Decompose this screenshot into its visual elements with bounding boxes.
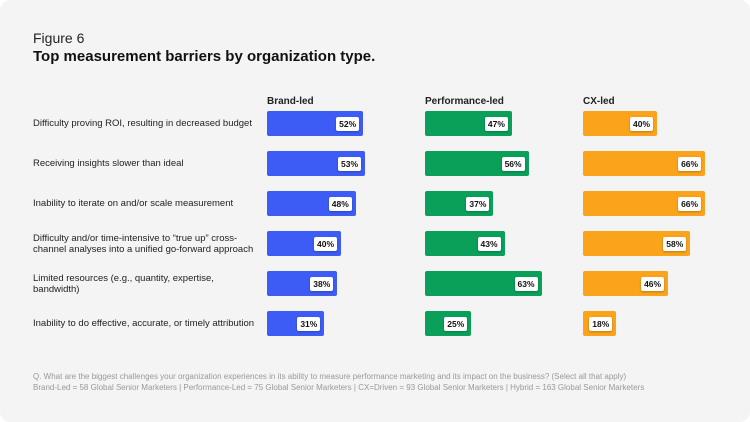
data-label: 63% bbox=[514, 277, 538, 291]
bar: 63% bbox=[425, 271, 542, 296]
bar: 48% bbox=[267, 191, 356, 216]
bar: 31% bbox=[267, 311, 325, 336]
data-label: 66% bbox=[678, 197, 702, 211]
footnote-sample: Brand-Led = 58 Global Senior Marketers |… bbox=[33, 383, 645, 392]
data-label: 38% bbox=[310, 277, 334, 291]
series-header: Brand-led bbox=[267, 96, 314, 107]
bar: 56% bbox=[425, 151, 529, 176]
category-label: Limited resources (e.g., quantity, exper… bbox=[33, 272, 214, 295]
bar: 66% bbox=[583, 151, 706, 176]
bar: 43% bbox=[425, 231, 505, 256]
bar: 66% bbox=[583, 191, 706, 216]
bar: 18% bbox=[583, 311, 617, 336]
data-label: 40% bbox=[313, 237, 337, 251]
series-header: Performance-led bbox=[425, 96, 504, 107]
data-label: 43% bbox=[477, 237, 501, 251]
figure-label: Figure 6 bbox=[33, 30, 85, 46]
data-label: 66% bbox=[678, 157, 702, 171]
data-label: 53% bbox=[338, 157, 362, 171]
bar: 53% bbox=[267, 151, 366, 176]
data-label: 48% bbox=[328, 197, 352, 211]
bar: 46% bbox=[583, 271, 669, 296]
data-label: 18% bbox=[589, 317, 613, 331]
bar: 40% bbox=[583, 111, 657, 136]
bar: 25% bbox=[425, 311, 472, 336]
footnote-question: Q. What are the biggest challenges your … bbox=[33, 372, 627, 381]
data-label: 31% bbox=[297, 317, 321, 331]
bar: 37% bbox=[425, 191, 494, 216]
data-label: 25% bbox=[444, 317, 468, 331]
bar: 58% bbox=[583, 231, 691, 256]
data-label: 37% bbox=[466, 197, 490, 211]
category-label: Inability to do effective, accurate, or … bbox=[33, 318, 255, 329]
data-label: 40% bbox=[629, 117, 653, 131]
data-label: 46% bbox=[641, 277, 665, 291]
category-label: Inability to iterate on and/or scale mea… bbox=[33, 198, 234, 209]
category-label: Receiving insights slower than ideal bbox=[33, 158, 184, 169]
data-label: 52% bbox=[336, 117, 360, 131]
chart-title: Top measurement barriers by organization… bbox=[33, 48, 376, 65]
bar: 52% bbox=[267, 111, 364, 136]
series-header: CX-led bbox=[583, 96, 615, 107]
data-label: 56% bbox=[501, 157, 525, 171]
data-label: 58% bbox=[663, 237, 687, 251]
bar: 38% bbox=[267, 271, 338, 296]
category-label: Difficulty and/or time-intensive to “tru… bbox=[33, 232, 254, 255]
category-label: Difficulty proving ROI, resulting in dec… bbox=[33, 118, 252, 129]
bar: 47% bbox=[425, 111, 512, 136]
data-label: 47% bbox=[484, 117, 508, 131]
bar: 40% bbox=[267, 231, 341, 256]
